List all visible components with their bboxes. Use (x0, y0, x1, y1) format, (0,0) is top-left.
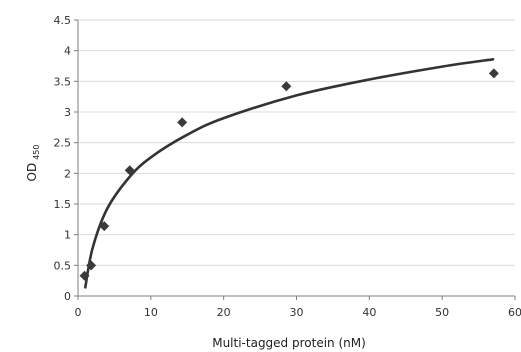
y-tick-label-3: 1.5 (54, 198, 72, 211)
data-point-3 (124, 165, 135, 176)
data-point-4 (177, 117, 188, 128)
y-tick-label-9: 4.5 (54, 14, 72, 27)
data-point-5 (281, 81, 292, 92)
y-axis-label-main: OD (25, 163, 39, 182)
x-axis-label: Multi-tagged protein (nM) (212, 336, 366, 350)
x-tick-label-1: 10 (144, 306, 158, 319)
data-point-6 (488, 68, 499, 79)
grid-lines (78, 19, 515, 266)
y-axis-label-subscript: 450 (32, 145, 41, 160)
y-axis-label: OD 450 (25, 145, 41, 182)
y-tick-label-6: 3 (64, 106, 71, 119)
x-tick-label-2: 20 (217, 306, 231, 319)
y-tick-label-0: 0 (64, 290, 71, 303)
y-tick-label-5: 2.5 (54, 137, 72, 150)
trendline (84, 58, 495, 289)
y-tick-label-7: 3.5 (54, 75, 72, 88)
x-tick-label-6: 60 (508, 306, 521, 319)
x-tick-label-3: 30 (290, 306, 304, 319)
x-tick-labels: 0 10 20 30 40 50 60 (75, 306, 521, 319)
trendline-group (84, 58, 495, 289)
data-points (79, 68, 499, 281)
data-point-2 (99, 221, 110, 232)
y-tick-label-1: 0.5 (54, 259, 72, 272)
y-tick-label-8: 4 (64, 45, 71, 58)
y-tick-label-4: 2 (64, 167, 71, 180)
x-tick-label-4: 40 (362, 306, 376, 319)
y-tick-label-2: 1 (64, 229, 71, 242)
data-point-0 (79, 270, 90, 281)
data-point-1 (86, 260, 97, 271)
y-tick-labels: 0 0.5 1 1.5 2 2.5 3 3.5 4 4.5 (54, 14, 72, 303)
x-tick-label-5: 50 (435, 306, 449, 319)
axes (74, 19, 516, 300)
x-tick-label-0: 0 (75, 306, 82, 319)
